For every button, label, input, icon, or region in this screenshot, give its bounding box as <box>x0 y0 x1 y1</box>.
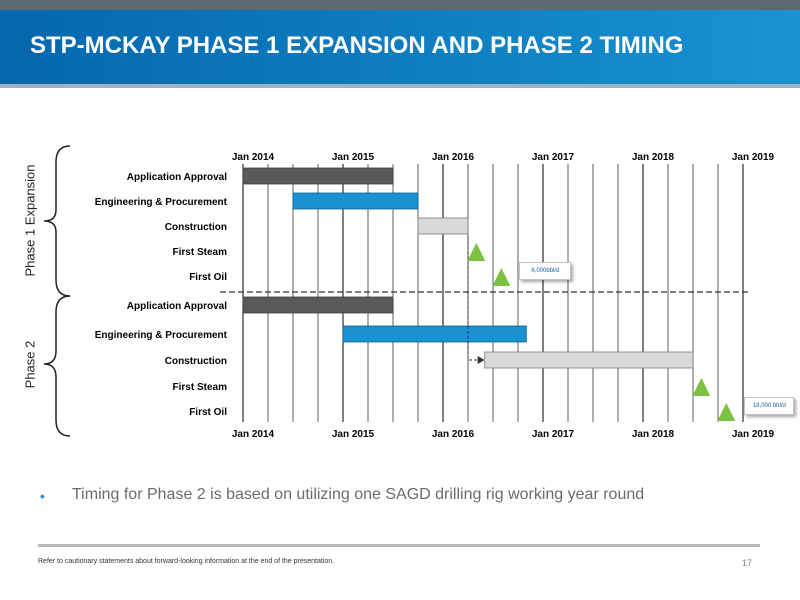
header-banner <box>0 10 800 84</box>
axis-label-bottom: Jan 2019 <box>732 429 775 440</box>
footer-disclaimer: Refer to cautionary statements about for… <box>38 558 335 565</box>
axis-label-bottom: Jan 2016 <box>432 429 475 440</box>
header-divider <box>0 84 800 88</box>
top-strip <box>0 0 800 10</box>
axis-label-top: Jan 2017 <box>532 152 575 163</box>
axis-label-bottom: Jan 2018 <box>632 429 675 440</box>
bullet-icon: • <box>40 488 45 504</box>
task-label: Engineering & Procurement <box>95 330 228 341</box>
task-label: Application Approval <box>127 172 227 183</box>
axis-label-bottom: Jan 2015 <box>332 429 375 440</box>
task-label: Application Approval <box>127 301 227 312</box>
dependency-arrowhead <box>477 356 485 364</box>
milestone-marker <box>692 378 711 396</box>
task-label: Engineering & Procurement <box>95 197 228 208</box>
phase-2-brace <box>43 295 71 437</box>
milestone-marker <box>492 268 511 286</box>
milestone-marker <box>717 403 736 421</box>
task-label: Construction <box>165 356 227 367</box>
task-label: Construction <box>165 222 227 233</box>
axis-label-top: Jan 2016 <box>432 152 475 163</box>
page-title: STP-MCKAY PHASE 1 EXPANSION AND PHASE 2 … <box>30 32 684 59</box>
footer-divider <box>38 544 760 547</box>
task-bar <box>484 351 694 369</box>
task-label: First Steam <box>173 382 228 393</box>
axis-label-bottom: Jan 2014 <box>232 429 275 440</box>
dependency-arrow <box>467 236 482 361</box>
phase-2-first-oil-callout: 18,000 bbl/d <box>744 397 795 415</box>
bullet-text: Timing for Phase 2 is based on utilizing… <box>72 486 645 503</box>
task-bar <box>242 296 394 314</box>
axis-label-top: Jan 2015 <box>332 152 375 163</box>
task-label: First Oil <box>189 272 227 283</box>
page-number: 17 <box>742 558 753 568</box>
axis-label-bottom: Jan 2017 <box>532 429 575 440</box>
axis-label-top: Jan 2019 <box>732 152 775 163</box>
task-bar <box>242 167 394 185</box>
milestone-marker <box>467 243 486 261</box>
phase-1-first-oil-callout: 6,000bbl/d <box>519 262 572 280</box>
task-label: First Steam <box>173 247 228 258</box>
phase-1-brace <box>43 145 71 297</box>
task-label: First Oil <box>189 407 227 418</box>
task-bar <box>292 192 419 210</box>
axis-label-top: Jan 2018 <box>632 152 675 163</box>
axis-label-top: Jan 2014 <box>232 152 275 163</box>
task-bar <box>342 325 527 343</box>
task-bar <box>417 217 469 235</box>
